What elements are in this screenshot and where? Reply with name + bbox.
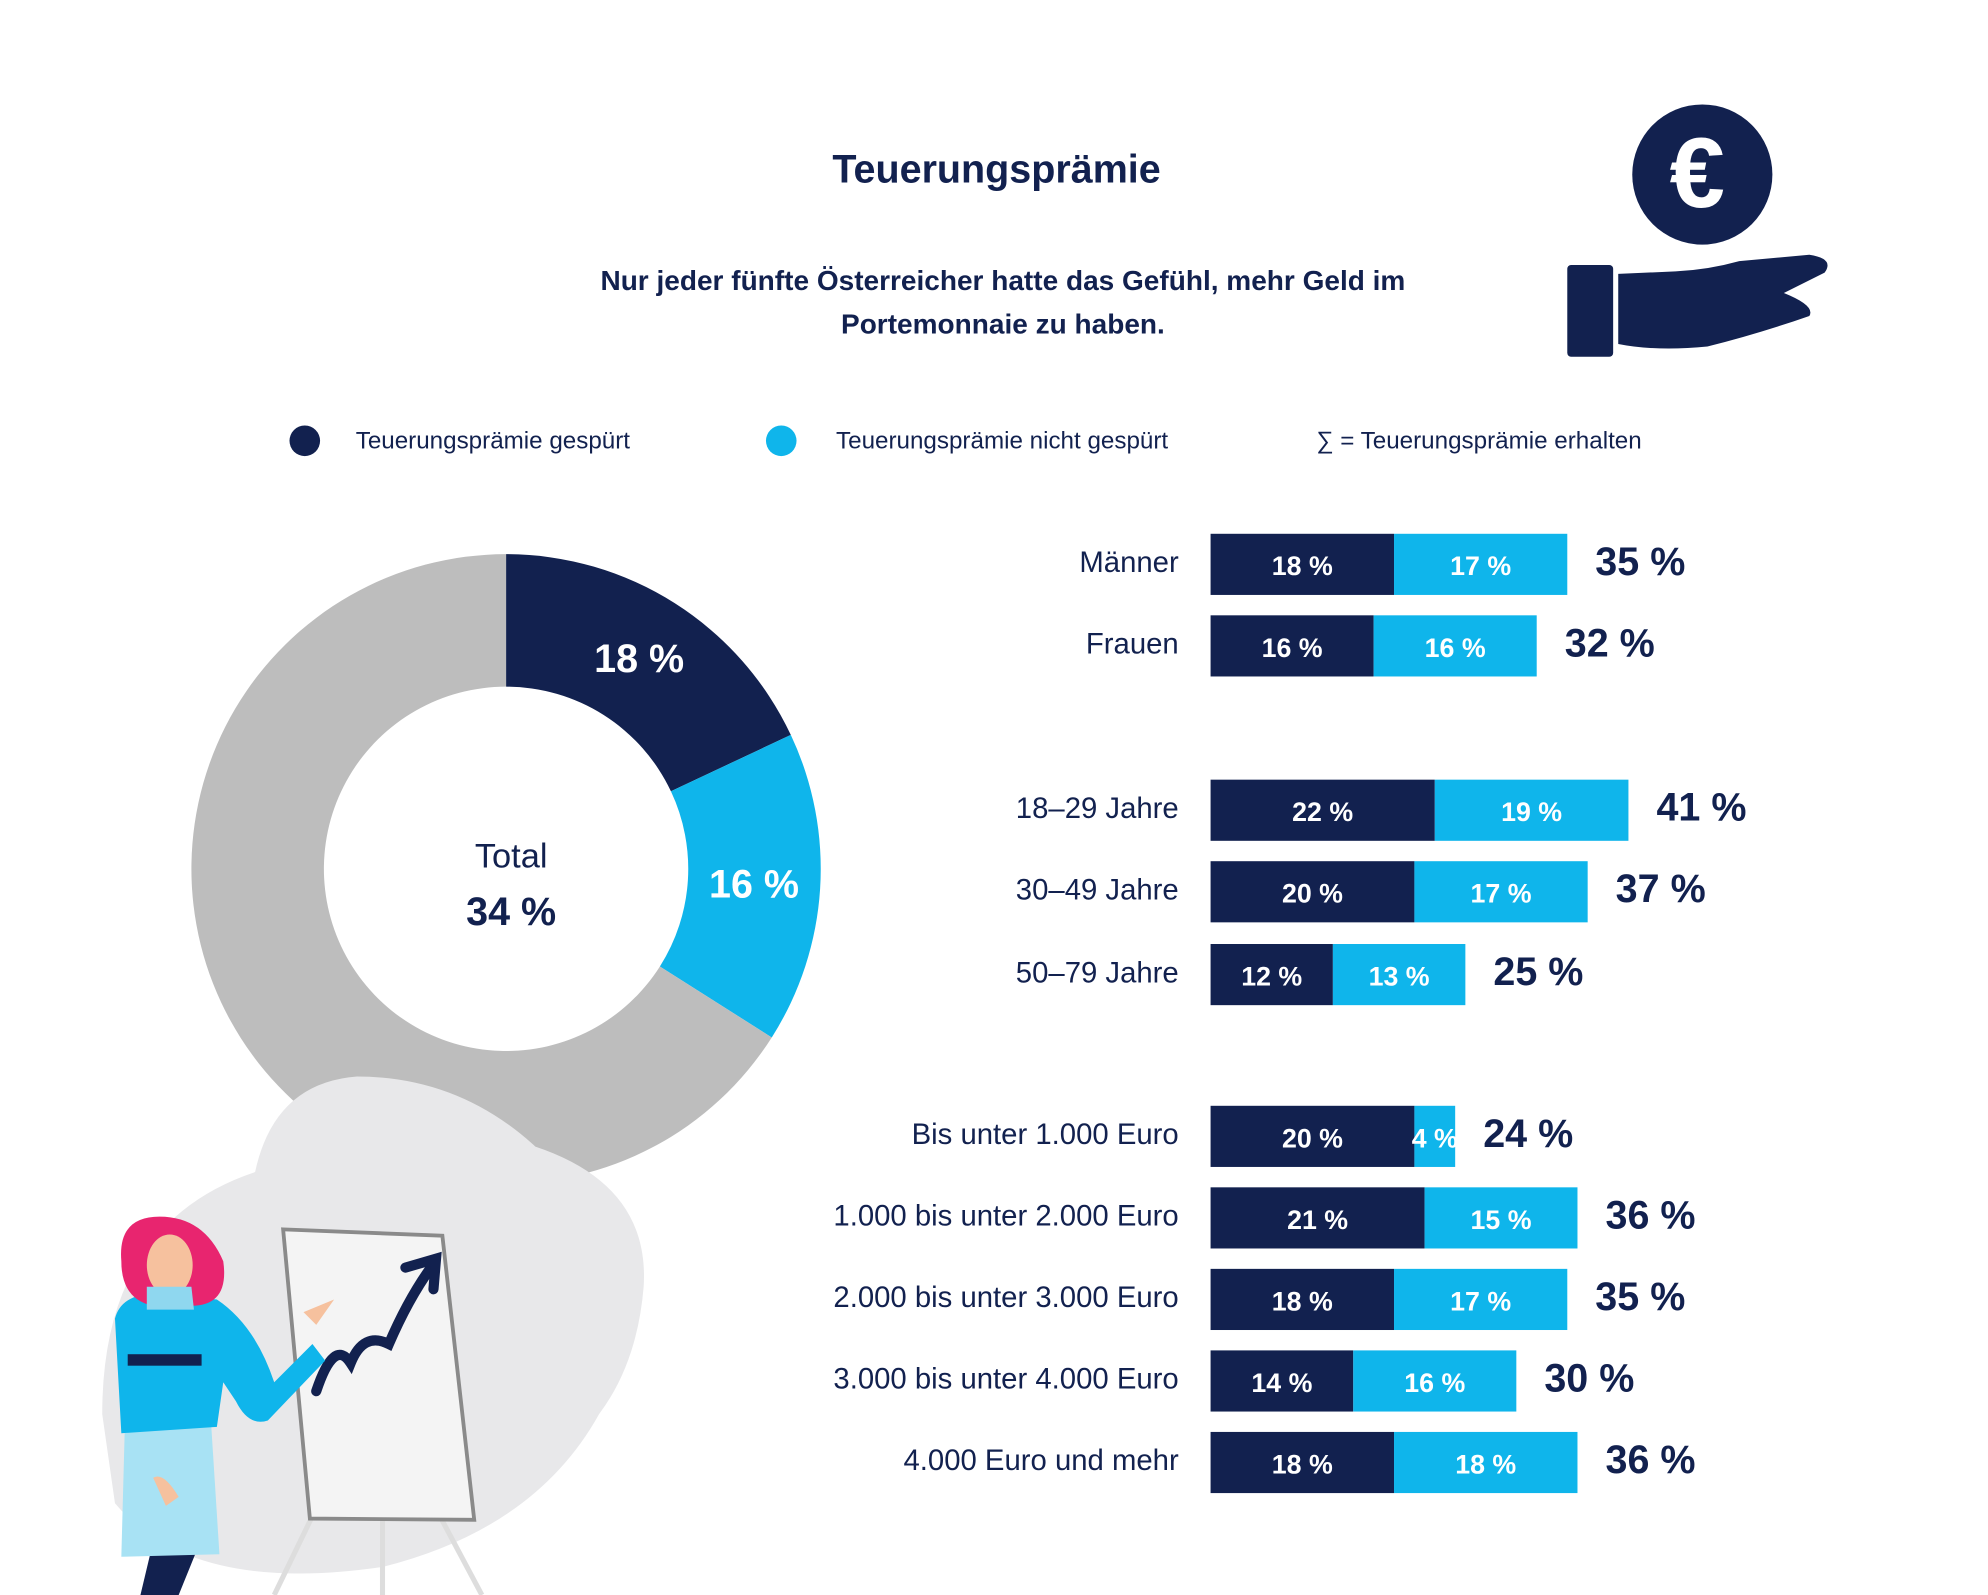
- bar-total-label: 25 %: [1493, 950, 1583, 994]
- bar-segment: [1210, 1268, 1395, 1331]
- bar-value-label: 18 %: [1272, 1449, 1333, 1479]
- bar-total-label: 30 %: [1544, 1356, 1634, 1400]
- legend-swatch: [289, 425, 321, 457]
- subtitle: Nur jeder fünfte Österreicher hatte das …: [600, 265, 1405, 296]
- category-label: Frauen: [1086, 628, 1179, 661]
- bar-total-label: 36 %: [1606, 1438, 1696, 1482]
- subtitle: Portemonnaie zu haben.: [841, 309, 1165, 340]
- donut-segment: [191, 554, 772, 1184]
- category-label: 4.000 Euro und mehr: [903, 1444, 1178, 1477]
- title: Teuerungsprämie: [832, 147, 1160, 191]
- bar-value-label: 18 %: [1272, 1286, 1333, 1316]
- bar-value-label: 14 %: [1251, 1368, 1312, 1398]
- legend-note: ∑ = Teuerungsprämie erhalten: [1316, 427, 1641, 454]
- bar-segment: [1210, 1187, 1425, 1249]
- bar-total-label: 32 %: [1565, 621, 1655, 665]
- bar-segment: [1210, 1431, 1395, 1494]
- bar-value-label: 12 %: [1241, 961, 1302, 991]
- bar-segment: [1332, 944, 1466, 1006]
- donut-center-label: Total: [475, 838, 548, 876]
- bar-segment: [1373, 615, 1537, 677]
- bar-segment: [1424, 1187, 1578, 1249]
- category-label: 30–49 Jahre: [1016, 874, 1179, 907]
- bar-value-label: 13 %: [1369, 961, 1430, 991]
- donut-segment: [506, 554, 791, 792]
- legend-label: Teuerungsprämie gespürt: [356, 427, 631, 454]
- bar-value-label: 15 %: [1471, 1205, 1532, 1235]
- bar-segment: [1394, 1431, 1578, 1494]
- category-label: Bis unter 1.000 Euro: [912, 1118, 1179, 1151]
- bar-total-label: 37 %: [1616, 867, 1706, 911]
- category-label: 3.000 bis unter 4.000 Euro: [833, 1363, 1178, 1396]
- bar-value-label: 17 %: [1450, 1286, 1511, 1316]
- bar-segment: [1353, 1350, 1517, 1412]
- category-label: 18–29 Jahre: [1016, 792, 1179, 825]
- category-label: Männer: [1079, 546, 1179, 579]
- bar-value-label: 20 %: [1282, 1123, 1343, 1153]
- bar-segment: [1414, 1105, 1456, 1167]
- bar-charts: Männer 18 % 17 % 35 % Frauen 16 % 16 % 32 % 18–2…: [833, 533, 1746, 1494]
- bar-segment: [1210, 1350, 1354, 1412]
- euro-hand-icon: €: [1567, 104, 1828, 357]
- bar-value-label: 21 %: [1287, 1205, 1348, 1235]
- bar-value-label: 18 %: [1272, 551, 1333, 581]
- donut-chart: 18 % 16 % Total 34 %: [191, 554, 821, 1184]
- bar-value-label: 17 %: [1450, 551, 1511, 581]
- bar-value-label: 20 %: [1282, 879, 1343, 909]
- donut-segment: [659, 734, 821, 1038]
- bar-total-label: 41 %: [1656, 786, 1746, 830]
- bar-value-label: 16 %: [1425, 633, 1486, 663]
- bar-total-label: 35 %: [1595, 540, 1685, 584]
- bar-value-label: 16 %: [1262, 633, 1323, 663]
- bar-segment: [1394, 1268, 1568, 1331]
- bar-segment: [1210, 861, 1415, 923]
- illustration: [102, 1076, 644, 1595]
- bar-value-label: 22 %: [1292, 797, 1353, 827]
- bar-value-label: 19 %: [1501, 797, 1562, 827]
- donut-value-label: 18 %: [594, 637, 684, 681]
- bar-value-label: 16 %: [1404, 1368, 1465, 1398]
- bar-segment: [1210, 1105, 1415, 1167]
- donut-total: 34 %: [466, 890, 556, 934]
- bar-segment: [1414, 861, 1588, 923]
- bar-value-label: 4 %: [1412, 1123, 1458, 1153]
- bar-segment: [1210, 533, 1395, 595]
- bar-total-label: 35 %: [1595, 1275, 1685, 1319]
- donut-value-label: 16 %: [709, 862, 799, 906]
- bar-value-label: 18 %: [1455, 1449, 1516, 1479]
- bar-segment: [1394, 533, 1568, 595]
- category-label: 50–79 Jahre: [1016, 956, 1179, 989]
- bar-total-label: 36 %: [1606, 1193, 1696, 1237]
- bar-total-label: 24 %: [1483, 1112, 1573, 1156]
- bar-segment: [1210, 779, 1435, 841]
- svg-text:€: €: [1670, 118, 1725, 229]
- bar-value-label: 17 %: [1471, 879, 1532, 909]
- bar-segment: [1434, 779, 1629, 841]
- category-label: 2.000 bis unter 3.000 Euro: [833, 1281, 1178, 1314]
- legend-swatch: [765, 425, 797, 457]
- category-label: 1.000 bis unter 2.000 Euro: [833, 1200, 1178, 1233]
- bar-segment: [1210, 944, 1333, 1006]
- bar-segment: [1210, 615, 1374, 677]
- legend-label: Teuerungsprämie nicht gespürt: [836, 427, 1168, 454]
